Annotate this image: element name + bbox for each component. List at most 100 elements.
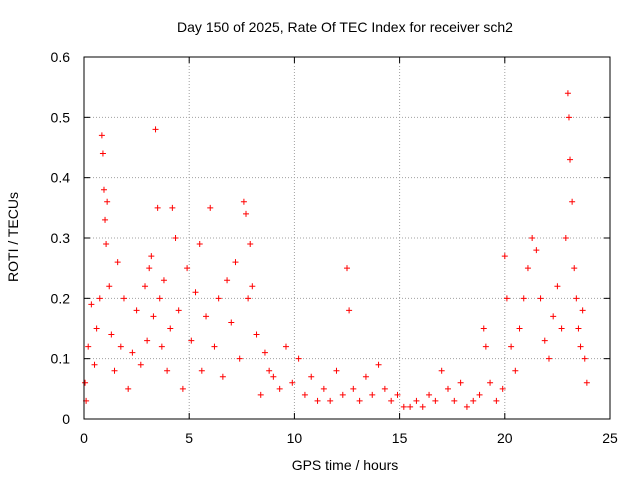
data-point <box>117 343 124 350</box>
data-point <box>243 210 250 217</box>
data-point <box>106 283 113 290</box>
data-point <box>102 216 109 223</box>
data-point <box>99 150 106 157</box>
y-axis-label: ROTI / TECUs <box>5 192 21 282</box>
plot-frame <box>83 56 611 420</box>
data-point <box>516 325 523 332</box>
data-point <box>573 295 580 302</box>
data-point <box>146 265 153 272</box>
data-point <box>480 325 487 332</box>
data-point <box>82 379 89 386</box>
x-tick-label: 20 <box>497 430 513 446</box>
data-point <box>164 367 171 374</box>
data-point <box>125 385 132 392</box>
data-point <box>512 367 519 374</box>
data-point <box>583 379 590 386</box>
data-point <box>104 198 111 205</box>
data-point <box>333 367 340 374</box>
data-point <box>308 373 315 380</box>
data-point <box>577 343 584 350</box>
data-point <box>114 259 121 266</box>
data-point <box>236 355 243 362</box>
data-point <box>482 343 489 350</box>
data-point <box>93 325 100 332</box>
y-tick-label: 0.4 <box>51 170 71 186</box>
data-point <box>249 283 256 290</box>
y-tick-label: 0.3 <box>51 230 71 246</box>
data-point <box>232 259 239 266</box>
data-point <box>562 235 569 241</box>
data-point <box>413 397 420 404</box>
data-point <box>545 355 552 362</box>
data-point <box>369 391 376 398</box>
data-point <box>419 403 426 410</box>
data-point <box>438 367 445 374</box>
data-point <box>160 277 167 284</box>
y-tick-label: 0 <box>62 411 70 427</box>
data-point <box>571 265 578 272</box>
data-point <box>476 391 483 398</box>
data-point <box>257 391 264 398</box>
data-point <box>537 295 544 302</box>
y-tick-label: 0.6 <box>51 49 71 65</box>
data-point <box>253 331 260 338</box>
data-points <box>82 90 590 410</box>
data-point <box>356 397 363 404</box>
data-point <box>533 247 540 254</box>
data-point <box>320 385 327 392</box>
data-point <box>169 204 176 211</box>
data-point <box>301 391 308 398</box>
data-point <box>524 265 531 272</box>
x-tick-label: 15 <box>392 430 408 446</box>
data-point <box>276 385 283 392</box>
data-point <box>211 343 218 350</box>
data-point <box>493 397 500 404</box>
data-point <box>156 295 163 302</box>
data-point <box>108 331 115 338</box>
data-point <box>346 307 353 314</box>
data-point <box>154 204 161 211</box>
data-point <box>520 295 527 302</box>
data-point <box>344 265 350 272</box>
data-point <box>314 397 321 404</box>
data-point <box>564 90 571 97</box>
data-point <box>457 379 464 386</box>
data-point <box>575 325 582 332</box>
data-point <box>188 337 195 344</box>
data-point <box>137 361 144 368</box>
data-point <box>152 126 159 133</box>
data-point <box>444 385 451 392</box>
data-point <box>569 198 576 205</box>
data-point <box>339 391 346 398</box>
data-point <box>167 325 174 332</box>
data-point <box>487 379 494 386</box>
x-tick-label: 25 <box>602 430 618 446</box>
data-point <box>175 307 182 314</box>
data-point <box>150 313 157 320</box>
data-point <box>503 295 510 302</box>
data-point <box>91 361 98 368</box>
data-point <box>407 403 414 410</box>
data-point <box>179 385 186 392</box>
data-point <box>295 355 302 362</box>
data-point <box>327 397 334 404</box>
data-point <box>247 241 254 248</box>
data-point <box>508 343 515 350</box>
data-point <box>362 373 369 380</box>
data-point <box>100 186 107 193</box>
data-point <box>554 283 561 290</box>
data-point <box>224 277 231 284</box>
data-point <box>451 397 458 404</box>
data-point <box>426 391 433 398</box>
chart-title: Day 150 of 2025, Rate Of TEC Index for r… <box>177 19 513 35</box>
data-point <box>207 204 214 211</box>
data-point <box>203 313 210 320</box>
data-point <box>120 295 127 302</box>
data-point <box>184 265 191 272</box>
data-point <box>550 313 557 320</box>
data-point <box>501 253 508 260</box>
data-point <box>98 132 105 139</box>
data-point <box>565 114 572 121</box>
data-point <box>261 349 268 356</box>
